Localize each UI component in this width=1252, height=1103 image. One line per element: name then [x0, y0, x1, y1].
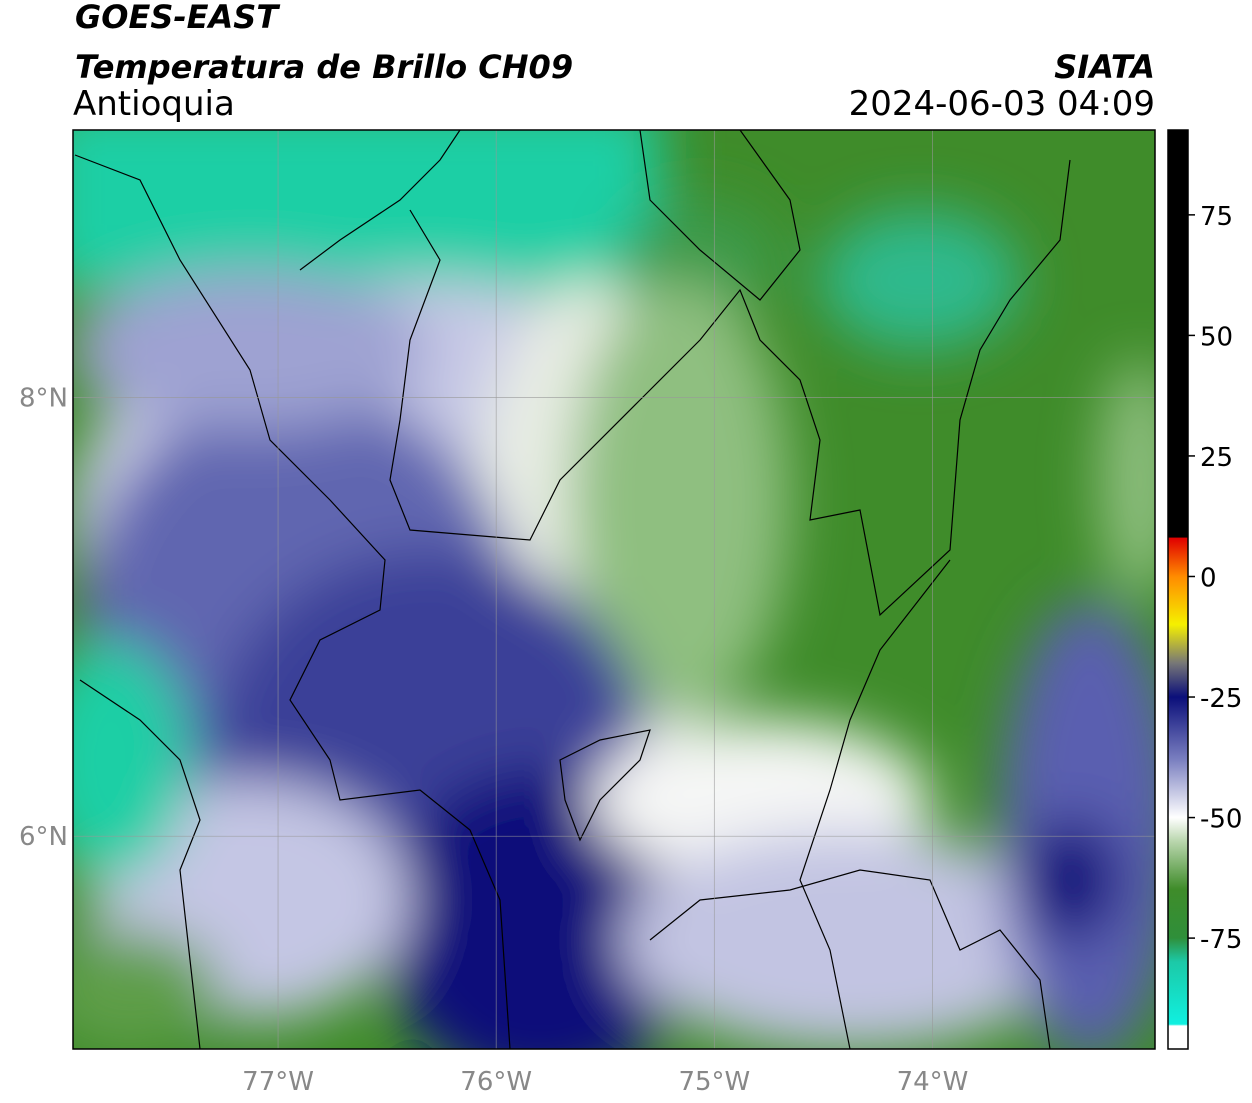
- colorbar-tick-label: 25: [1200, 443, 1233, 473]
- lat-tick-label: 8°N: [19, 384, 68, 414]
- colorbar-tick-label: -50: [1200, 805, 1242, 835]
- lon-tick-label: 75°W: [678, 1067, 750, 1097]
- timestamp: 2024-06-03 04:09: [849, 84, 1155, 124]
- lon-tick-label: 77°W: [242, 1067, 314, 1097]
- colorbar-tick-label: 0: [1200, 563, 1217, 593]
- lon-tick-label: 76°W: [460, 1067, 532, 1097]
- lon-tick-label: 74°W: [897, 1067, 969, 1097]
- colorbar-tick-label: -75: [1200, 925, 1242, 955]
- colorbar: [1167, 129, 1189, 1050]
- colorbar-tick-label: 75: [1200, 202, 1233, 232]
- source: SIATA: [1054, 48, 1155, 86]
- lat-tick-label: 6°N: [19, 822, 68, 852]
- region: Antioquia: [73, 84, 235, 124]
- title: GOES-EAST: [75, 0, 280, 36]
- grid: [73, 130, 1155, 1049]
- colorbar-tick-label: 50: [1200, 322, 1233, 352]
- colorbar-tick-label: -25: [1200, 684, 1242, 714]
- map-frame: [72, 129, 1156, 1050]
- map-image: [73, 130, 1155, 1049]
- subtitle: Temperatura de Brillo CH09: [75, 48, 573, 86]
